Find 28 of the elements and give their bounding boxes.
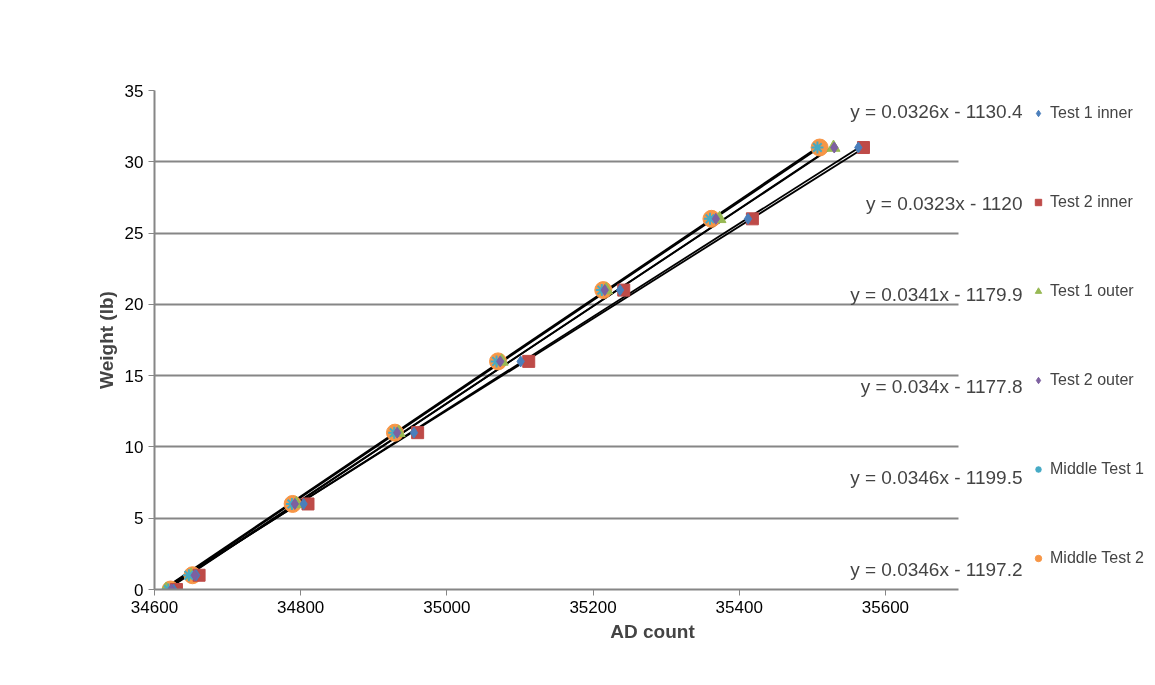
legend-label: Test 2 inner bbox=[1050, 193, 1133, 211]
y-tick-label: 5 bbox=[134, 509, 144, 529]
y-tick-label: 25 bbox=[124, 224, 144, 244]
x-axis-title: AD count bbox=[610, 620, 696, 642]
legend-label: Test 2 outer bbox=[1050, 371, 1134, 389]
y-tick-label: 35 bbox=[124, 81, 144, 101]
y-tick-label: 20 bbox=[124, 295, 144, 315]
legend-label: Test 1 inner bbox=[1050, 104, 1133, 122]
x-tick-label: 35200 bbox=[569, 597, 617, 617]
annotation: y = 0.0346x - 1197.2 bbox=[850, 558, 1023, 580]
x-tick-label: 35400 bbox=[715, 597, 763, 617]
x-tick-label: 34600 bbox=[130, 597, 179, 617]
annotation: y = 0.0326x - 1130.4 bbox=[850, 101, 1023, 122]
annotation: y = 0.034x - 1177.8 bbox=[860, 375, 1023, 397]
legend-label: Middle Test 1 bbox=[1050, 460, 1144, 478]
annotation: y = 0.0346x - 1199.5 bbox=[850, 467, 1023, 488]
y-tick-label: 0 bbox=[134, 580, 144, 600]
y-tick-label: 30 bbox=[124, 152, 144, 172]
legend-label: Test 1 outer bbox=[1050, 282, 1134, 300]
y-tick-label: 10 bbox=[124, 437, 144, 457]
legend-label: Middle Test 2 bbox=[1050, 549, 1144, 567]
annotation: y = 0.0341x - 1179.9 bbox=[850, 284, 1023, 305]
x-tick-label: 35600 bbox=[861, 597, 910, 617]
annotation: y = 0.0323x - 1120 bbox=[865, 192, 1023, 214]
x-tick-label: 34800 bbox=[277, 597, 325, 617]
y-axis-title: Weight (lb) bbox=[95, 291, 117, 389]
y-tick-label: 15 bbox=[124, 366, 144, 386]
x-tick-label: 35000 bbox=[423, 597, 471, 617]
